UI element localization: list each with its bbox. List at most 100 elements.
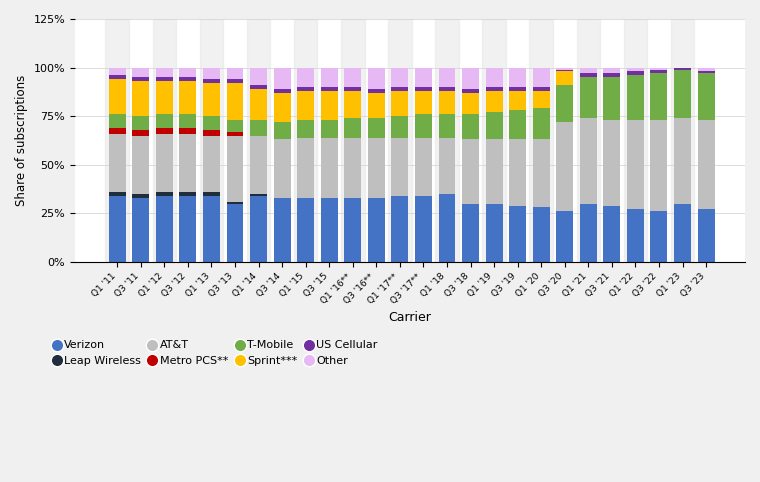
Bar (156, 81, 173, 114)
Bar (179, 196, 196, 262)
Bar (344, 67, 361, 87)
Bar (698, 73, 714, 120)
Bar (486, 87, 502, 91)
Bar (179, 114, 196, 128)
Bar (435, 19, 459, 262)
Bar (368, 118, 385, 137)
Bar (580, 73, 597, 77)
Bar (106, 19, 129, 262)
Bar (203, 83, 220, 116)
Bar (109, 134, 125, 192)
Bar (156, 67, 173, 77)
Bar (415, 67, 432, 87)
Legend: Verizon, Leap Wireless, AT&T, Metro PCS**, T-Mobile, Sprint***, US Cellular, Oth: Verizon, Leap Wireless, AT&T, Metro PCS*… (54, 340, 415, 366)
Bar (580, 203, 597, 262)
Bar (439, 194, 455, 262)
Bar (533, 207, 549, 262)
Bar (179, 192, 196, 196)
Bar (533, 67, 549, 87)
Bar (226, 120, 243, 132)
Bar (179, 67, 196, 77)
Bar (674, 203, 691, 262)
Bar (368, 137, 385, 198)
Bar (439, 91, 455, 114)
Bar (698, 67, 714, 71)
Bar (533, 91, 549, 108)
Bar (274, 67, 290, 89)
Bar (297, 120, 314, 137)
Bar (250, 196, 267, 262)
Bar (674, 118, 691, 203)
Bar (250, 67, 267, 85)
Bar (651, 69, 667, 73)
Bar (509, 139, 526, 205)
Bar (109, 75, 125, 79)
Bar (580, 67, 597, 73)
Bar (203, 79, 220, 83)
Bar (368, 198, 385, 262)
Bar (132, 77, 149, 81)
Bar (533, 108, 549, 139)
Bar (483, 19, 506, 262)
Bar (321, 87, 337, 91)
Bar (388, 19, 412, 262)
Bar (321, 137, 337, 198)
Bar (556, 71, 573, 85)
Bar (627, 67, 644, 71)
Bar (603, 73, 620, 77)
Bar (132, 130, 149, 135)
Bar (132, 135, 149, 194)
Bar (509, 91, 526, 110)
Bar (391, 196, 408, 262)
Bar (226, 67, 243, 79)
Bar (274, 122, 290, 139)
Bar (486, 203, 502, 262)
Bar (556, 122, 573, 212)
Bar (247, 19, 271, 262)
Bar (674, 67, 691, 69)
Bar (226, 79, 243, 83)
Bar (321, 91, 337, 120)
Bar (321, 198, 337, 262)
Bar (556, 67, 573, 69)
Bar (391, 116, 408, 137)
Bar (250, 120, 267, 135)
Bar (415, 137, 432, 196)
Bar (698, 120, 714, 209)
Bar (509, 205, 526, 262)
Bar (651, 67, 667, 69)
Bar (415, 91, 432, 114)
Bar (156, 134, 173, 192)
Bar (603, 67, 620, 73)
Bar (627, 209, 644, 262)
Bar (651, 212, 667, 262)
Bar (415, 196, 432, 262)
Bar (203, 67, 220, 79)
Bar (671, 19, 695, 262)
Bar (297, 67, 314, 87)
Bar (274, 198, 290, 262)
Bar (486, 91, 502, 112)
Bar (179, 128, 196, 134)
Bar (486, 139, 502, 203)
Bar (156, 196, 173, 262)
Bar (624, 19, 648, 262)
Bar (153, 19, 176, 262)
Bar (250, 194, 267, 196)
Bar (156, 77, 173, 81)
Bar (391, 87, 408, 91)
Bar (533, 87, 549, 91)
Bar (462, 93, 479, 114)
Bar (533, 139, 549, 207)
Bar (698, 71, 714, 73)
Bar (341, 19, 365, 262)
Bar (109, 128, 125, 134)
Bar (603, 77, 620, 120)
Bar (344, 198, 361, 262)
Bar (651, 120, 667, 212)
Bar (250, 89, 267, 120)
Bar (132, 81, 149, 116)
Bar (156, 114, 173, 128)
Bar (297, 91, 314, 120)
Bar (627, 120, 644, 209)
